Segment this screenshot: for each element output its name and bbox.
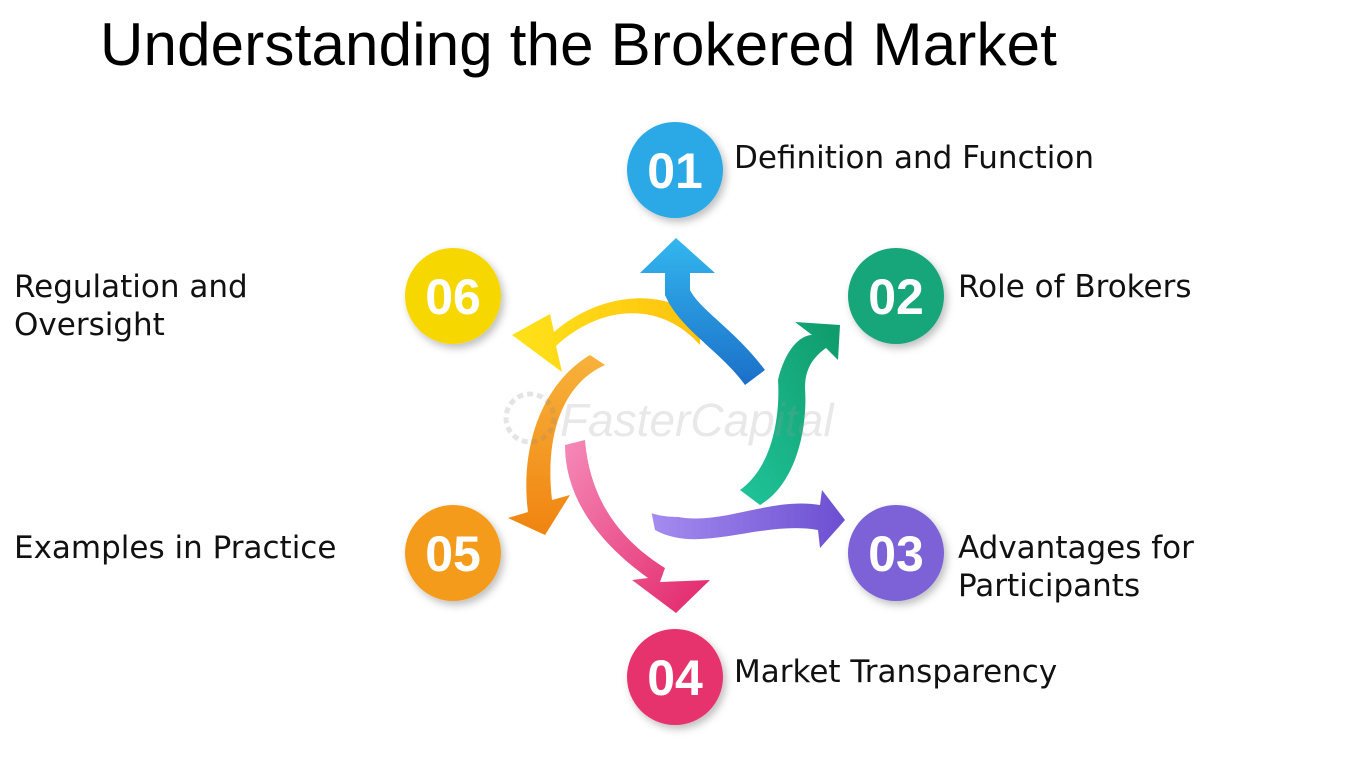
step-label-03: Advantages for Participants <box>958 529 1218 605</box>
step-number-06: 06 <box>425 269 481 325</box>
step-number-05: 05 <box>425 526 481 582</box>
watermark: FasterCapital <box>503 391 835 446</box>
step-number-01: 01 <box>647 143 703 199</box>
step-label-03-text: Advantages for Participants <box>958 530 1194 604</box>
step-badge-01: 01 <box>627 122 723 218</box>
arrow-green <box>740 322 840 505</box>
step-badge-04: 04 <box>627 629 723 725</box>
step-badge-06: 06 <box>405 248 501 344</box>
step-label-02: Role of Brokers <box>958 269 1192 305</box>
step-number-03: 03 <box>868 526 924 582</box>
step-number-02: 02 <box>868 269 924 325</box>
step-label-05: Examples in Practice <box>14 530 337 566</box>
step-label-06: Regulation and Oversight <box>14 268 264 344</box>
step-label-04: Market Transparency <box>734 654 1058 690</box>
step-badge-02: 02 <box>848 248 944 344</box>
step-label-01: Definition and Function <box>734 140 1094 176</box>
step-label-06-text: Regulation and Oversight <box>14 269 248 343</box>
arrow-purple <box>650 490 845 548</box>
center-hole <box>593 351 759 517</box>
step-number-04: 04 <box>647 650 703 706</box>
step-badge-03: 03 <box>848 505 944 601</box>
watermark-text: FasterCapital <box>560 394 835 446</box>
arrow-orange <box>508 355 605 535</box>
page-title: Understanding the Brokered Market <box>100 11 1058 78</box>
arrow-blue <box>640 238 765 385</box>
arrow-yellow <box>512 298 700 372</box>
step-badge-05: 05 <box>405 505 501 601</box>
arrow-pink <box>565 440 710 613</box>
